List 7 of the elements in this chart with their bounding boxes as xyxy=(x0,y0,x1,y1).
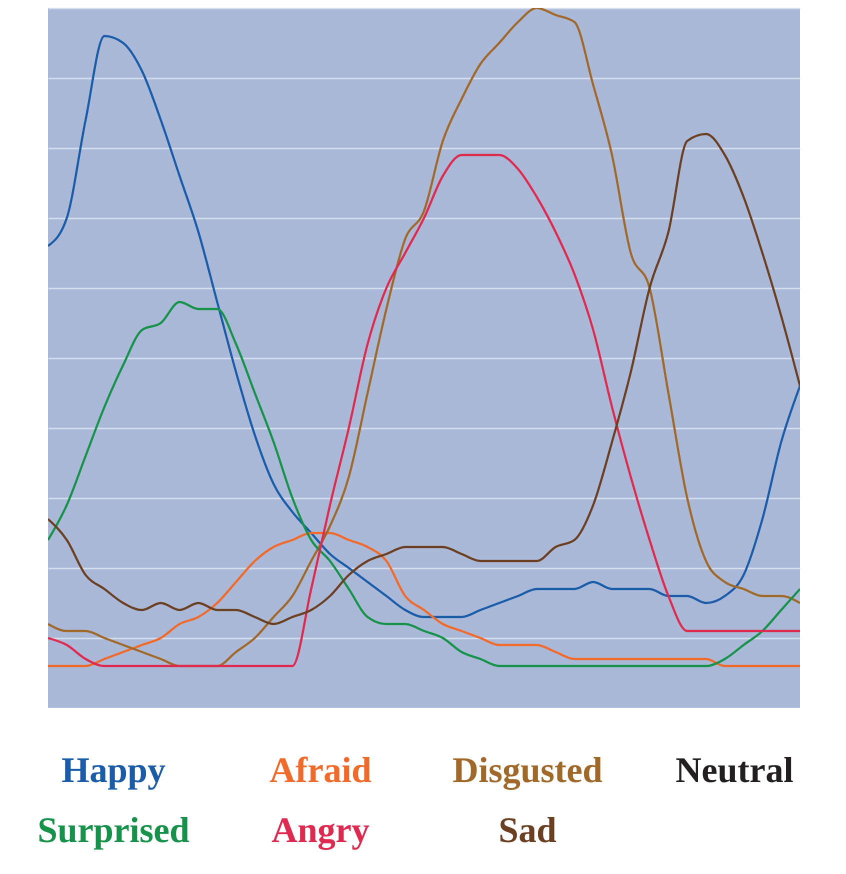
text: Happy xyxy=(60,749,167,792)
text: Surprised xyxy=(36,809,191,852)
text: Sad xyxy=(497,809,558,852)
text: Disgusted xyxy=(451,749,604,792)
text: Angry xyxy=(270,809,370,852)
text: Afraid xyxy=(268,749,372,792)
legend-label: Neutral xyxy=(674,749,794,792)
